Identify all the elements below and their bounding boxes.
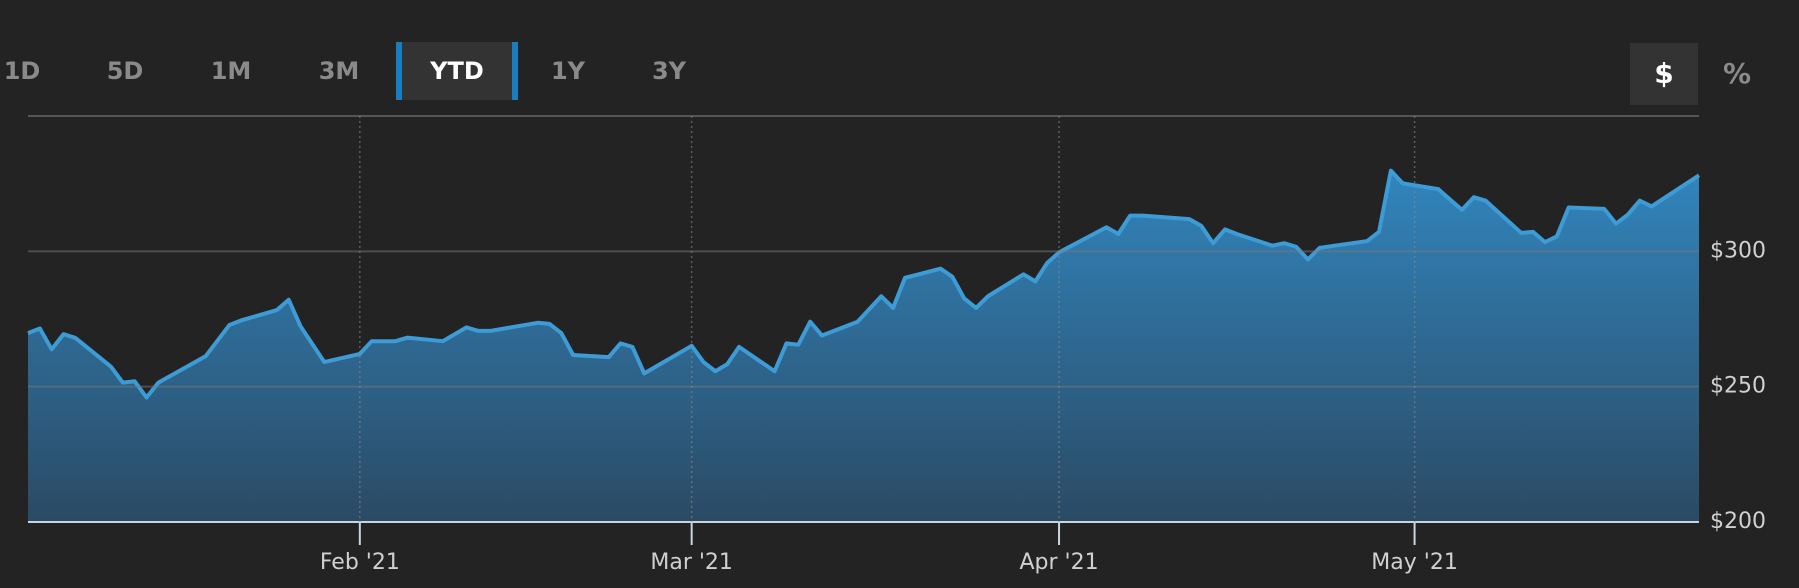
range-button[interactable]: 3Y: [651, 57, 687, 85]
area-line: [27, 168, 1701, 400]
y-tick-label: $200: [1710, 509, 1766, 534]
unit-button[interactable]: %: [1722, 57, 1752, 90]
x-tick-label: Apr '21: [1019, 550, 1098, 575]
range-button[interactable]: 3M: [318, 57, 360, 85]
range-button[interactable]: YTD: [396, 42, 518, 100]
y-tick-label: $300: [1710, 238, 1766, 263]
x-tick-label: Mar '21: [650, 550, 733, 575]
unit-button[interactable]: $: [1630, 43, 1698, 105]
range-button[interactable]: 1Y: [550, 57, 586, 85]
range-button[interactable]: 5D: [106, 57, 144, 85]
area-fill: [28, 170, 1699, 522]
x-tick-label: Feb '21: [320, 550, 400, 575]
y-tick-label: $250: [1710, 374, 1766, 399]
range-button[interactable]: 1M: [210, 57, 252, 85]
x-tick-label: May '21: [1371, 550, 1458, 575]
range-button[interactable]: 1D: [3, 57, 41, 85]
